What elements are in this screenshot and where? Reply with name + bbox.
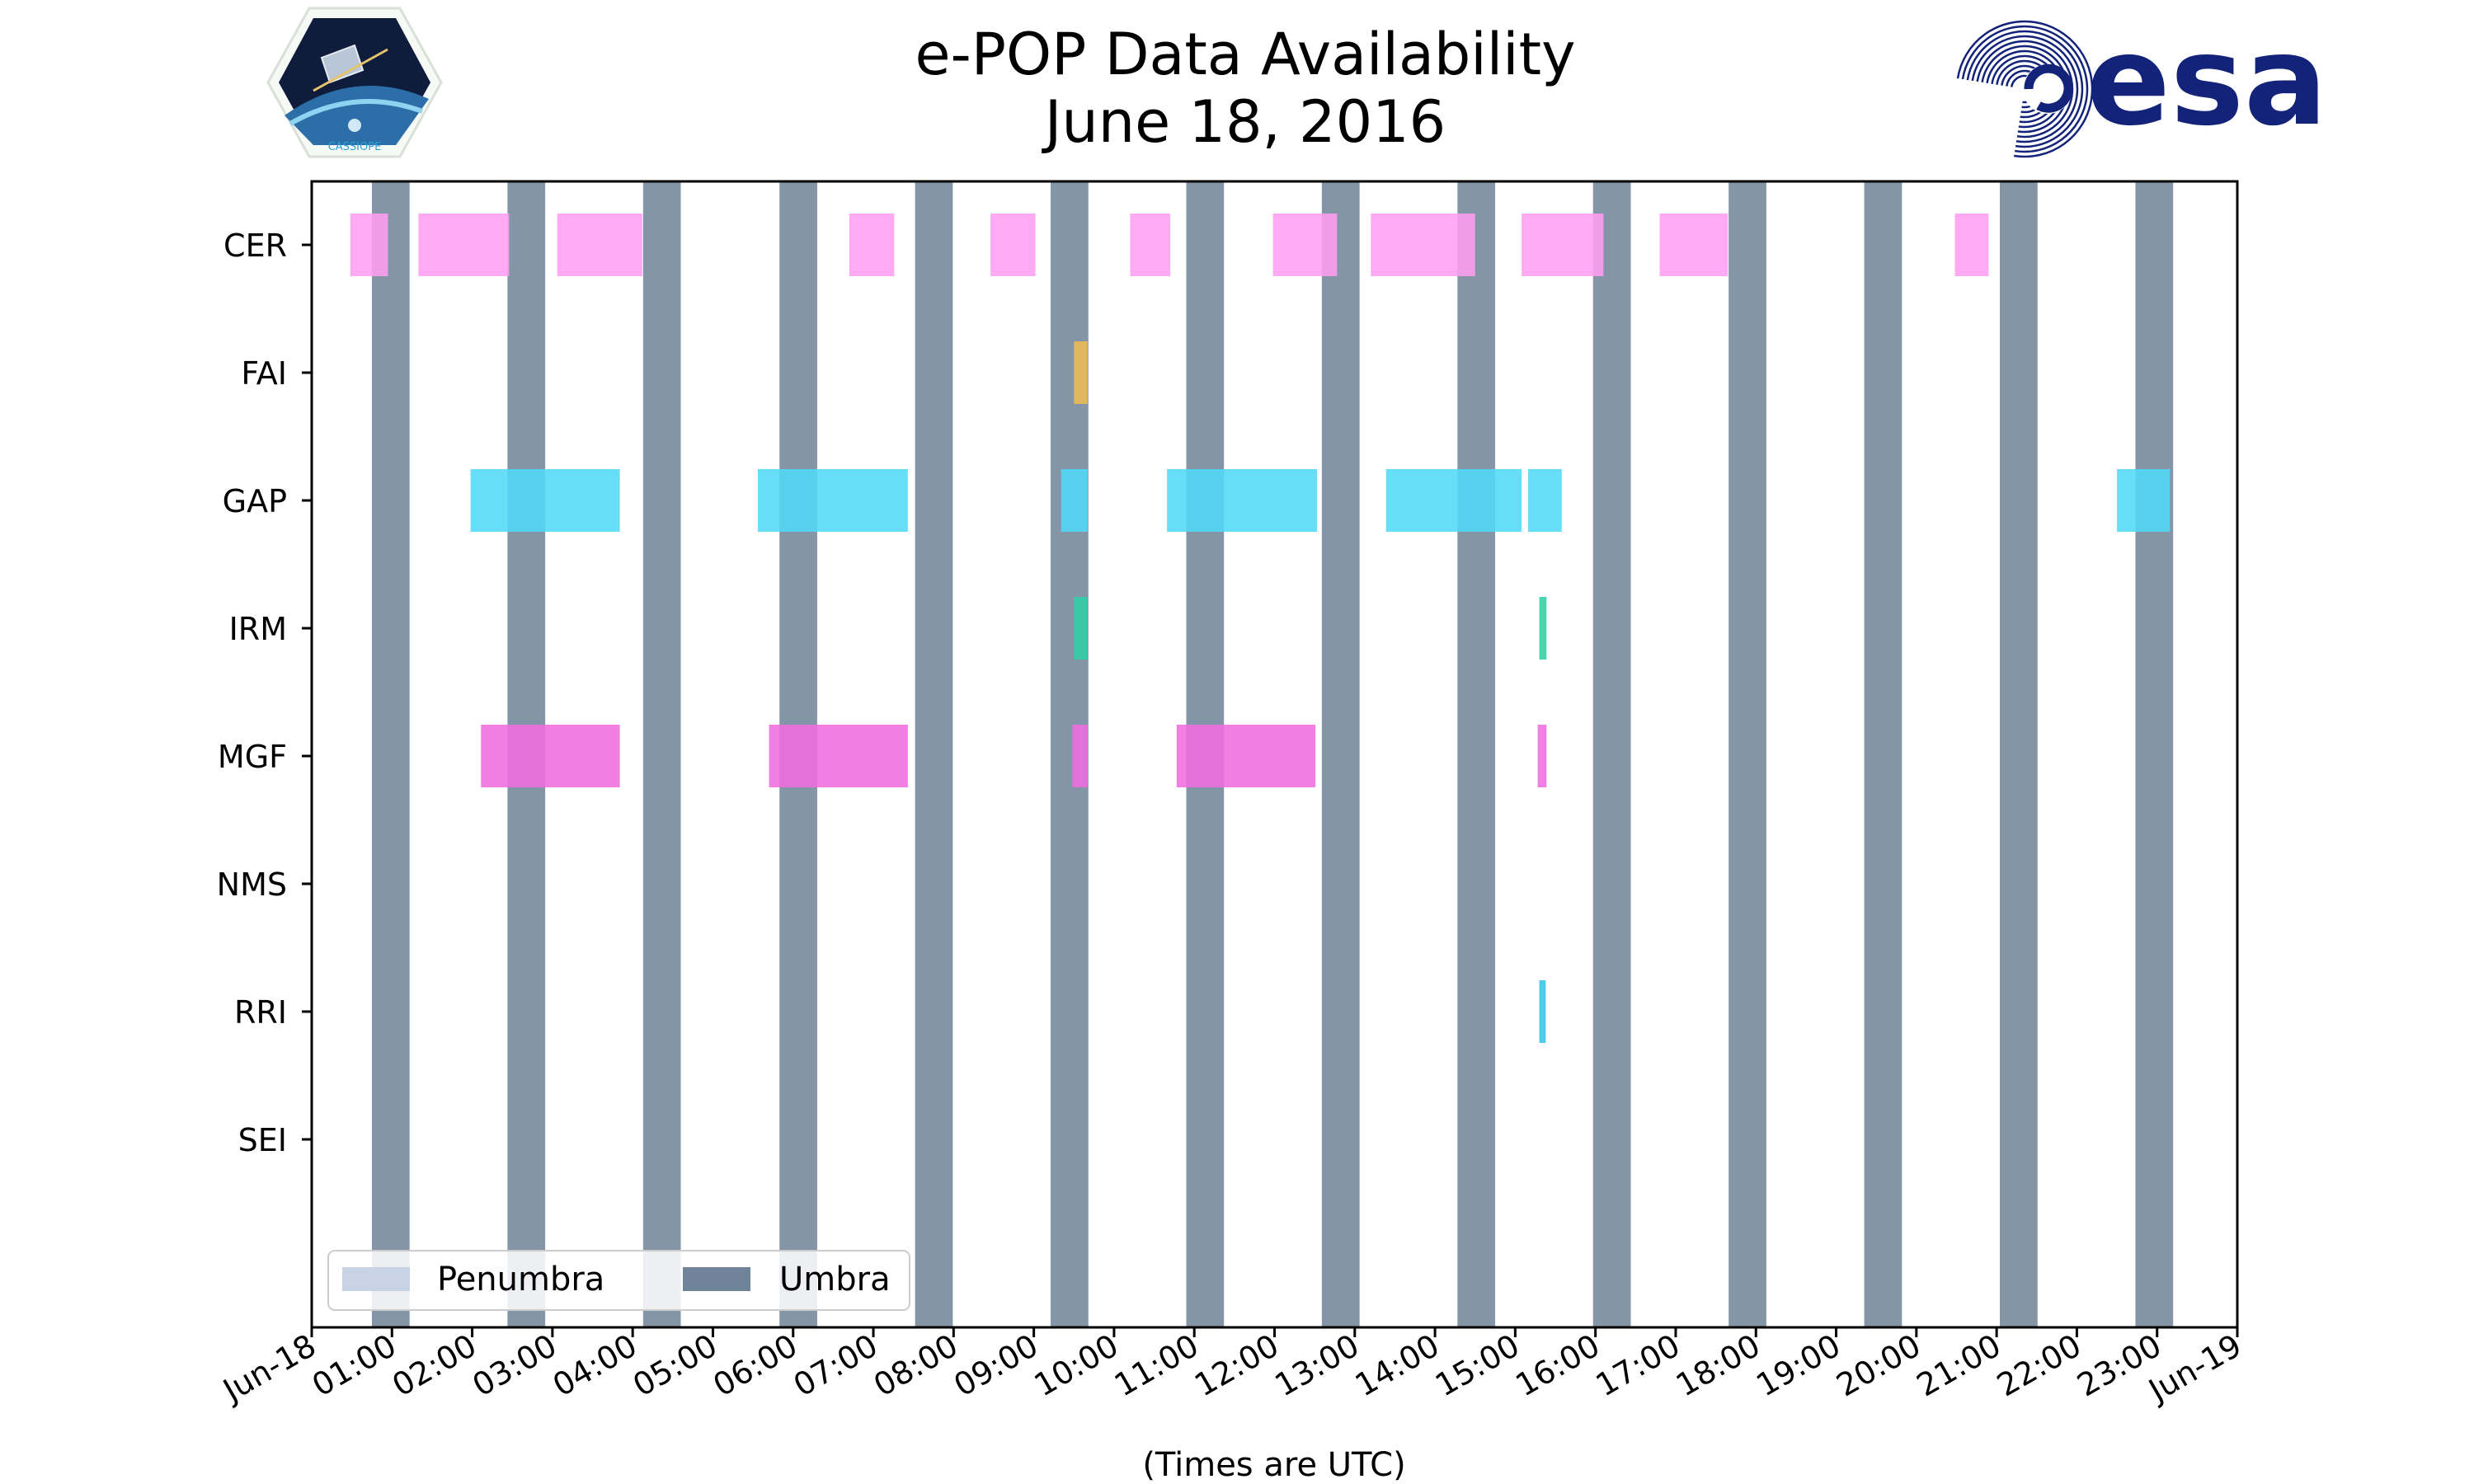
plot-area: CER FAI GAP IRM MGF NMS RRI SEI Jun-1801:0002:0… — [216, 180, 2248, 1410]
umbra-layer — [371, 181, 2174, 1327]
umbra-band — [1729, 181, 1766, 1327]
x-tick-label: 02:00 — [386, 1327, 482, 1404]
umbra-band — [1457, 181, 1496, 1327]
x-tick-label: 13:00 — [1268, 1327, 1365, 1404]
availability-bar-gap — [2117, 469, 2171, 532]
y-tick-label: FAI — [241, 355, 287, 392]
legend-penumbra-label: Penumbra — [437, 1261, 604, 1298]
y-tick-label: GAP — [223, 483, 287, 519]
esa-swirl-arc — [1976, 40, 2074, 139]
y-tick-label: NMS — [217, 866, 287, 903]
x-axis: Jun-1801:0002:0003:0004:0005:0006:0007:0… — [216, 1327, 2248, 1410]
esa-logo: esa — [1956, 10, 2327, 158]
x-tick-label: 10:00 — [1028, 1327, 1125, 1404]
x-tick-label: 03:00 — [467, 1327, 563, 1404]
esa-swirl-arc — [1981, 45, 2069, 134]
availability-bar-mgf — [1537, 725, 1547, 787]
availability-bar-cer — [849, 214, 895, 276]
x-tick-label: 22:00 — [1991, 1327, 2087, 1404]
chart-title: e-POP Data Availability — [915, 21, 1575, 88]
legend-penumbra-swatch — [342, 1267, 410, 1291]
availability-bar-gap — [757, 469, 908, 532]
umbra-band — [1864, 181, 1903, 1327]
availability-bar-cer — [1272, 214, 1338, 276]
esa-swirl-arc — [1961, 25, 2089, 153]
legend: Penumbra Umbra — [327, 1250, 910, 1311]
x-tick-label: 09:00 — [948, 1327, 1044, 1404]
x-tick-label: 21:00 — [1911, 1327, 2007, 1404]
esa-swirl-e — [2024, 63, 2073, 113]
x-tick-label: 01:00 — [306, 1327, 402, 1404]
x-tick-label: 12:00 — [1188, 1327, 1285, 1404]
y-tick-label: MGF — [218, 739, 287, 775]
umbra-band — [642, 181, 681, 1327]
legend-umbra-label: Umbra — [779, 1261, 891, 1298]
availability-bar-cer — [1371, 214, 1475, 276]
chart-subtitle: June 18, 2016 — [1042, 88, 1446, 156]
esa-swirl-arc — [1966, 30, 2084, 148]
umbra-band — [1321, 181, 1360, 1327]
availability-bar-mgf — [769, 725, 908, 787]
y-tick-label: SEI — [238, 1122, 287, 1158]
x-tick-label: 18:00 — [1670, 1327, 1766, 1404]
availability-bar-gap — [1061, 469, 1088, 532]
esa-logo-text: esa — [2086, 10, 2327, 153]
x-tick-label: Jun-18 — [216, 1327, 322, 1410]
availability-bar-gap — [1385, 469, 1522, 532]
availability-bar-gap — [1167, 469, 1318, 532]
x-tick-label: 17:00 — [1590, 1327, 1686, 1404]
availability-bar-rri — [1539, 980, 1546, 1043]
x-tick-label: 04:00 — [547, 1327, 643, 1404]
y-axis: CER FAI GAP IRM MGF NMS RRI SEI — [217, 228, 312, 1158]
cassiope-logo: CASSIOPE — [266, 7, 443, 158]
availability-bar-irm — [1539, 597, 1547, 660]
y-tick-label: CER — [223, 228, 287, 264]
umbra-band — [371, 181, 410, 1327]
availability-bar-irm — [1074, 597, 1088, 660]
x-tick-label: 11:00 — [1108, 1327, 1205, 1404]
x-tick-label: 16:00 — [1509, 1327, 1606, 1404]
cassiope-logo-text: CASSIOPE — [328, 141, 382, 153]
esa-swirl-icon — [1956, 20, 2094, 158]
x-tick-label: 15:00 — [1429, 1327, 1526, 1404]
availability-bar-gap — [470, 469, 620, 532]
umbra-band — [2135, 181, 2174, 1327]
availability-bar-cer — [1130, 214, 1171, 276]
availability-bar-gap — [1527, 469, 1562, 532]
x-tick-label: 05:00 — [627, 1327, 723, 1404]
x-tick-label: 19:00 — [1750, 1327, 1846, 1404]
x-axis-label: (Times are UTC) — [1142, 1446, 1405, 1484]
x-tick-label: 07:00 — [788, 1327, 884, 1404]
y-tick-label: IRM — [229, 611, 287, 647]
x-tick-label: 08:00 — [868, 1327, 964, 1404]
legend-umbra-swatch — [683, 1267, 750, 1291]
x-tick-label: 06:00 — [707, 1327, 803, 1404]
availability-bar-cer — [1954, 214, 1989, 276]
availability-bar-cer — [990, 214, 1036, 276]
y-tick-label: RRI — [234, 994, 287, 1031]
x-tick-label: 14:00 — [1349, 1327, 1446, 1404]
legend-box — [327, 1250, 910, 1311]
availability-bar-cer — [418, 214, 510, 276]
availability-bars — [350, 214, 2171, 1043]
availability-bar-cer — [1522, 214, 1604, 276]
umbra-band — [1592, 181, 1631, 1327]
availability-bar-mgf — [1072, 725, 1088, 787]
availability-bar-cer — [1659, 214, 1729, 276]
umbra-band — [915, 181, 953, 1327]
availability-bar-cer — [350, 214, 388, 276]
x-tick-label: 20:00 — [1830, 1327, 1926, 1404]
availability-bar-cer — [557, 214, 642, 276]
availability-bar-fai — [1074, 341, 1088, 404]
umbra-band — [2000, 181, 2038, 1327]
x-tick-label: Jun-19 — [2142, 1327, 2248, 1410]
esa-swirl-arc — [1971, 35, 2079, 143]
esa-swirl-arc — [1956, 20, 2094, 158]
availability-bar-mgf — [481, 725, 620, 787]
availability-bar-mgf — [1176, 725, 1316, 787]
